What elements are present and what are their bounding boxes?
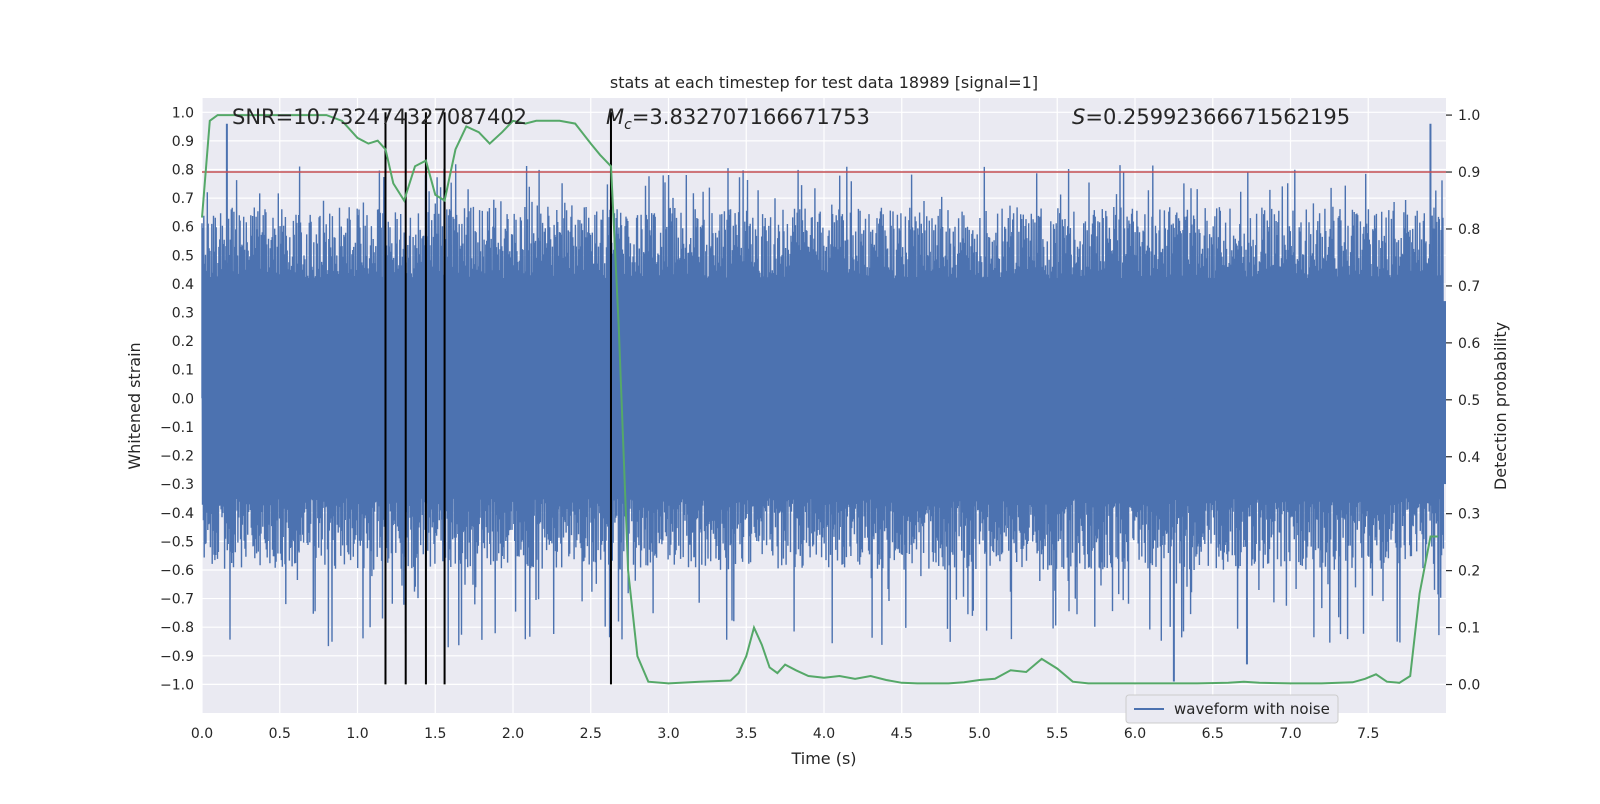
x-tick-label: 1.0 — [346, 726, 368, 742]
legend-box — [1125, 694, 1339, 724]
y-tick-label-left: 0.8 — [172, 163, 194, 179]
y-tick-label-right: 0.8 — [1458, 222, 1480, 238]
y-axis-label-right: Detection probability — [1491, 322, 1510, 490]
x-tick-label: 0.5 — [269, 726, 291, 742]
x-tick-label: 3.5 — [735, 726, 757, 742]
x-tick-label: 2.0 — [502, 726, 524, 742]
x-tick-label: 7.5 — [1357, 726, 1379, 742]
y-tick-label-left: 0.6 — [172, 220, 194, 236]
waveform-core — [202, 301, 1446, 485]
x-tick-label: 7.0 — [1279, 726, 1301, 742]
y-tick-label-left: 0.7 — [172, 191, 194, 207]
waveform-series — [201, 123, 1446, 682]
x-tick-label: 0.0 — [191, 726, 213, 742]
y-tick-label-right: 0.9 — [1458, 165, 1480, 181]
x-tick-label: 5.5 — [1046, 726, 1068, 742]
y-tick-label-left: −0.6 — [160, 563, 194, 579]
chirp-mass-value: =3.832707166671753 — [632, 105, 870, 129]
y-tick-label-left: −0.5 — [160, 534, 194, 550]
x-tick-label: 4.0 — [813, 726, 835, 742]
s-symbol: S — [1072, 105, 1085, 129]
y-tick-label-right: 0.2 — [1458, 564, 1480, 580]
y-tick-label-right: 0.7 — [1458, 279, 1480, 295]
y-tick-label-left: 1.0 — [172, 105, 194, 121]
y-tick-label-left: −0.4 — [160, 506, 194, 522]
y-tick-label-left: −0.2 — [160, 449, 194, 465]
s-annotation: S=0.25992366671562195 — [1072, 105, 1350, 129]
y-tick-label-right: 0.6 — [1458, 336, 1480, 352]
probability-series — [201, 114, 1439, 685]
x-tick-label: 2.5 — [580, 726, 602, 742]
y-tick-label-right: 0.4 — [1458, 450, 1480, 466]
y-tick-label-left: 0.9 — [172, 134, 194, 150]
x-tick-label: 6.0 — [1124, 726, 1146, 742]
y-tick-label-right: 1.0 — [1458, 108, 1480, 124]
probability-line — [201, 114, 1439, 685]
y-tick-label-left: −1.0 — [160, 677, 194, 693]
x-tick-label: 4.5 — [891, 726, 913, 742]
y-tick-label-left: 0.0 — [172, 391, 194, 407]
overlay-lines — [202, 112, 1446, 685]
legend: waveform with noise — [1125, 694, 1339, 724]
y-tick-label-left: 0.5 — [172, 248, 194, 264]
legend-label: waveform with noise — [1174, 700, 1330, 718]
y-tick-label-left: 0.4 — [172, 277, 194, 293]
y-tick-label-right: 0.5 — [1458, 393, 1480, 409]
x-tick-label: 3.0 — [657, 726, 679, 742]
x-tick-label: 6.5 — [1202, 726, 1224, 742]
y-tick-label-left: −0.9 — [160, 649, 194, 665]
y-tick-label-left: −0.7 — [160, 592, 194, 608]
y-tick-label-right: 0.3 — [1458, 507, 1480, 523]
axes: 0.0 0.5 1.0 1.5 2.0 2.5 3.0 3.5 4.0 4.5 5.0 5.5 6.0 6… — [160, 105, 1480, 742]
x-axis-label: Time (s) — [790, 749, 856, 768]
chirp-mass-annotation: Mc=3.832707166671753 — [606, 105, 870, 133]
x-tick-label: 1.5 — [424, 726, 446, 742]
y-tick-label-left: 0.2 — [172, 334, 194, 350]
y-tick-label-right: 0.0 — [1458, 678, 1480, 694]
y-tick-label-right: 0.1 — [1458, 621, 1480, 637]
s-value: =0.25992366671562195 — [1085, 105, 1350, 129]
x-tick-label: 5.0 — [968, 726, 990, 742]
y-tick-label-left: −0.8 — [160, 620, 194, 636]
y-tick-label-left: −0.1 — [160, 420, 194, 436]
chart-title: stats at each timestep for test data 189… — [610, 73, 1038, 92]
chirp-mass-symbol: M — [606, 105, 624, 129]
y-tick-label-left: 0.3 — [172, 306, 194, 322]
snr-annotation: SNR=10.732474327087402 — [232, 105, 527, 129]
y-tick-label-left: 0.1 — [172, 363, 194, 379]
chirp-mass-subscript: c — [624, 117, 632, 133]
y-tick-label-left: −0.3 — [160, 477, 194, 493]
y-axis-label-left: Whitened strain — [125, 342, 144, 469]
